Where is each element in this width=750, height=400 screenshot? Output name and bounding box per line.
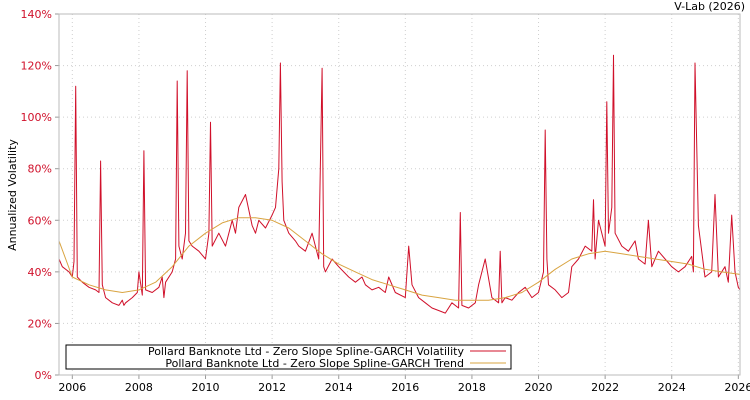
legend: Pollard Banknote Ltd - Zero Slope Spline… — [65, 344, 512, 370]
y-axis-ticks: 0% 20% 40% 60% 80% 100% 120% 140% — [21, 8, 59, 382]
legend-label-volatility: Pollard Banknote Ltd - Zero Slope Spline… — [148, 345, 465, 358]
x-tick-label: 2022 — [591, 381, 619, 394]
x-tick-label: 2020 — [525, 381, 553, 394]
x-tick-label: 2010 — [192, 381, 220, 394]
credit-label: V-Lab (2026) — [674, 0, 745, 13]
legend-box — [65, 344, 512, 370]
plot-frame — [58, 13, 741, 376]
legend-label-trend: Pollard Banknote Ltd - Zero Slope Spline… — [165, 357, 464, 370]
y-axis-label: Annualized Volatility — [6, 139, 19, 251]
y-tick-label: 100% — [21, 111, 52, 124]
y-tick-label: 60% — [28, 214, 52, 227]
x-tick-label: 2006 — [58, 381, 86, 394]
y-tick-label: 40% — [28, 266, 52, 279]
x-tick-label: 2012 — [258, 381, 286, 394]
trend-series-line — [58, 217, 741, 301]
x-tick-label: 2008 — [125, 381, 153, 394]
volatility-series-line — [58, 54, 741, 314]
y-tick-label: 20% — [28, 317, 52, 330]
x-tick-label: 2018 — [458, 381, 486, 394]
x-tick-label: 2026 — [724, 381, 750, 394]
x-tick-label: 2014 — [325, 381, 353, 394]
x-tick-label: 2024 — [658, 381, 686, 394]
x-axis-ticks: 2006 2008 2010 2012 2014 2016 2018 2020 2022 2024… — [58, 375, 750, 394]
grid-lines — [59, 14, 740, 375]
y-tick-label: 0% — [35, 369, 52, 382]
y-tick-label: 120% — [21, 60, 52, 73]
y-tick-label: 80% — [28, 163, 52, 176]
x-tick-label: 2016 — [391, 381, 419, 394]
series-layer — [58, 54, 741, 314]
y-tick-label: 140% — [21, 8, 52, 21]
